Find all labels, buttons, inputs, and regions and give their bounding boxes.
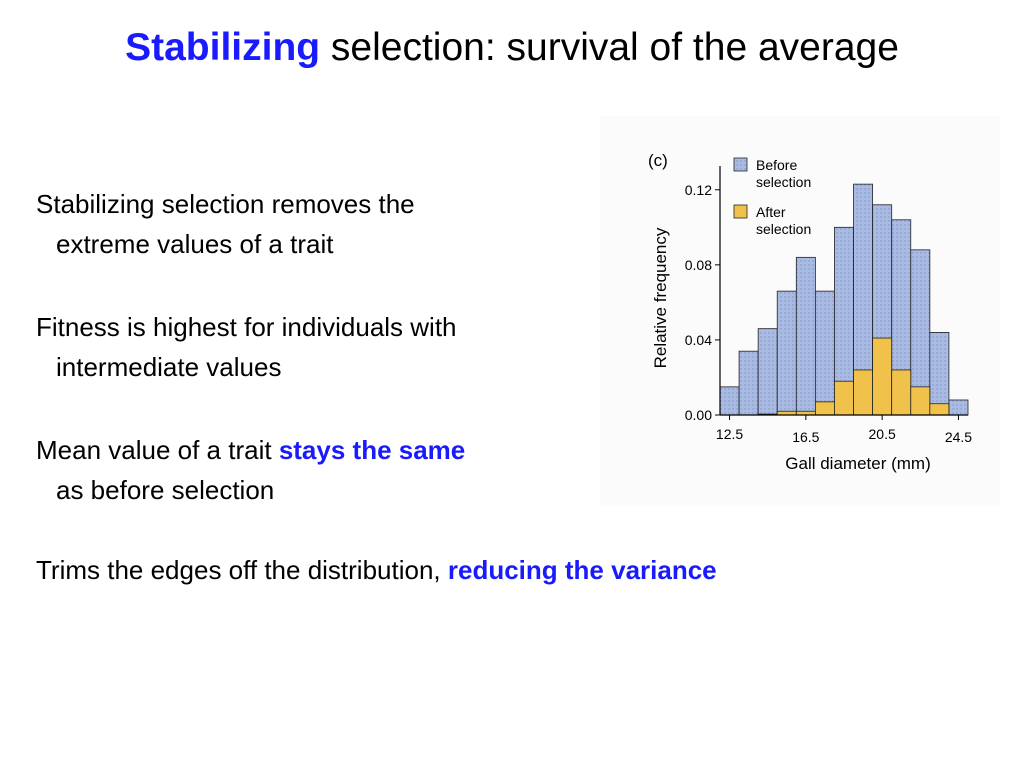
histogram-chart: 0.000.040.080.1212.516.520.524.528.5Gall… bbox=[648, 151, 972, 473]
before-bar bbox=[929, 332, 950, 416]
x-axis-label: Gall diameter (mm) bbox=[785, 454, 930, 473]
y-axis-label: Relative frequency bbox=[651, 227, 670, 368]
bullet-1-line2: extreme values of a trait bbox=[56, 229, 334, 259]
slide-title: Stabilizing selection: survival of the a… bbox=[0, 24, 1024, 72]
bullet-2-line2: intermediate values bbox=[56, 352, 282, 382]
panel-label: (c) bbox=[648, 151, 668, 170]
x-tick-label: 24.5 bbox=[945, 429, 972, 445]
before-bar bbox=[948, 399, 969, 416]
after-bar bbox=[891, 369, 912, 416]
bullet-4-plain: Trims the edges off the distribution, bbox=[36, 555, 448, 585]
chart-figure: 0.000.040.080.1212.516.520.524.528.5Gall… bbox=[600, 116, 1000, 506]
before-bar bbox=[719, 386, 740, 416]
after-bar bbox=[872, 337, 893, 416]
after-bar bbox=[853, 369, 874, 416]
after-bar bbox=[929, 403, 950, 416]
before-bar bbox=[757, 328, 778, 416]
legend-before-line2: selection bbox=[756, 174, 811, 190]
before-bar bbox=[814, 290, 835, 416]
after-bar bbox=[910, 386, 931, 416]
y-tick-label: 0.08 bbox=[685, 257, 712, 273]
after-bar bbox=[834, 380, 854, 416]
after-bar bbox=[814, 401, 835, 416]
bullet-4: Trims the edges off the distribution, re… bbox=[36, 550, 717, 590]
y-tick-label: 0.00 bbox=[685, 407, 712, 423]
legend-after-line2: selection bbox=[756, 221, 811, 237]
bullet-3: Mean value of a trait stays the same as … bbox=[36, 430, 616, 510]
bullet-list: Stabilizing selection removes the extrem… bbox=[36, 184, 616, 553]
legend-before-line1: Before bbox=[756, 157, 797, 173]
y-tick-label: 0.04 bbox=[685, 332, 712, 348]
bullet-3-highlight: stays the same bbox=[278, 435, 466, 465]
before-bar bbox=[738, 350, 759, 416]
legend-swatch-after bbox=[733, 204, 748, 219]
bullet-1-line1: Stabilizing selection removes the bbox=[36, 189, 415, 219]
x-tick-label: 12.5 bbox=[716, 426, 743, 442]
bullet-2: Fitness is highest for individuals with … bbox=[36, 307, 616, 387]
bullet-3-line1-plain: Mean value of a trait bbox=[36, 435, 279, 465]
legend-after-line1: After bbox=[756, 204, 786, 220]
bullet-4-highlight: reducing the variance bbox=[447, 555, 717, 585]
x-tick-label: 16.5 bbox=[792, 429, 819, 445]
x-tick-label: 20.5 bbox=[869, 426, 896, 442]
before-bar bbox=[795, 256, 816, 416]
legend-swatch-before bbox=[733, 157, 748, 172]
title-emphasis: Stabilizing bbox=[125, 26, 321, 69]
bullet-2-line1: Fitness is highest for individuals with bbox=[36, 312, 457, 342]
before-bar bbox=[776, 290, 797, 416]
title-rest: selection: survival of the average bbox=[320, 26, 899, 69]
y-tick-label: 0.12 bbox=[685, 182, 712, 198]
bullet-3-line2: as before selection bbox=[56, 475, 275, 505]
bullet-1: Stabilizing selection removes the extrem… bbox=[36, 184, 616, 264]
